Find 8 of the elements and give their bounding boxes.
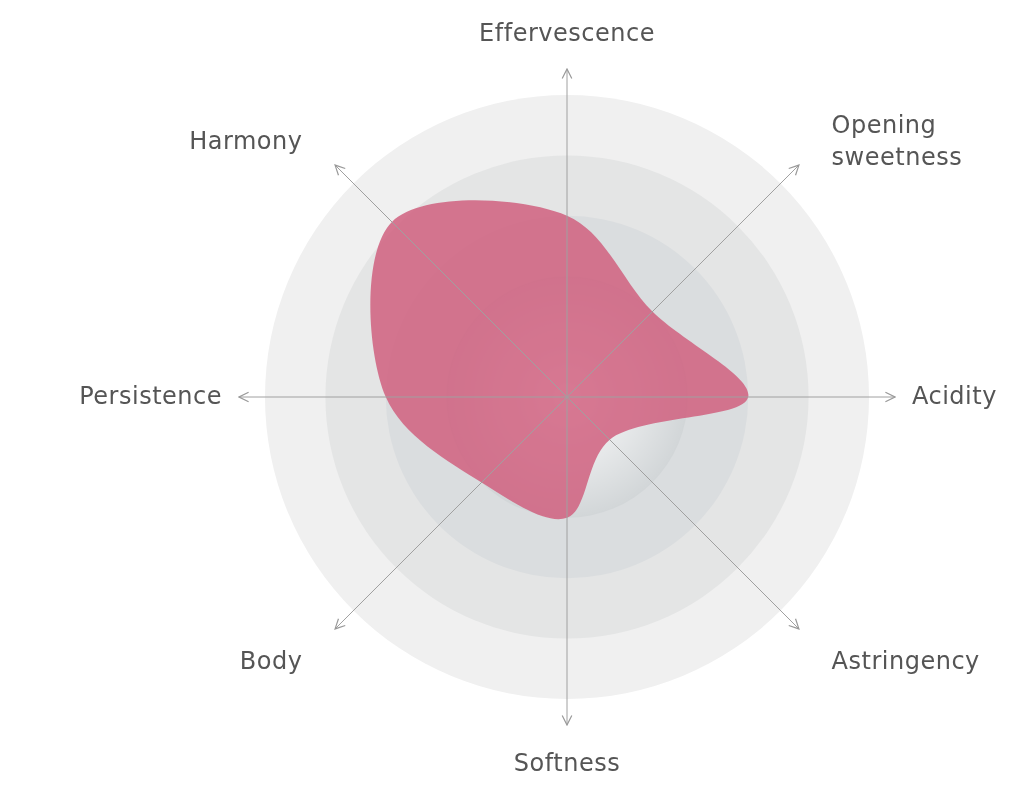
spoke-label: Harmony — [189, 127, 303, 156]
spoke-label: Softness — [513, 749, 621, 777]
spoke-label: Opening sweetness — [831, 111, 963, 172]
spoke-label: Acidity — [912, 382, 997, 410]
spoke-label: Body — [239, 646, 303, 675]
spoke-label: Persistence — [79, 382, 222, 410]
spoke-label: Astringency — [831, 646, 980, 675]
spoke-label: Effervescence — [479, 19, 655, 47]
